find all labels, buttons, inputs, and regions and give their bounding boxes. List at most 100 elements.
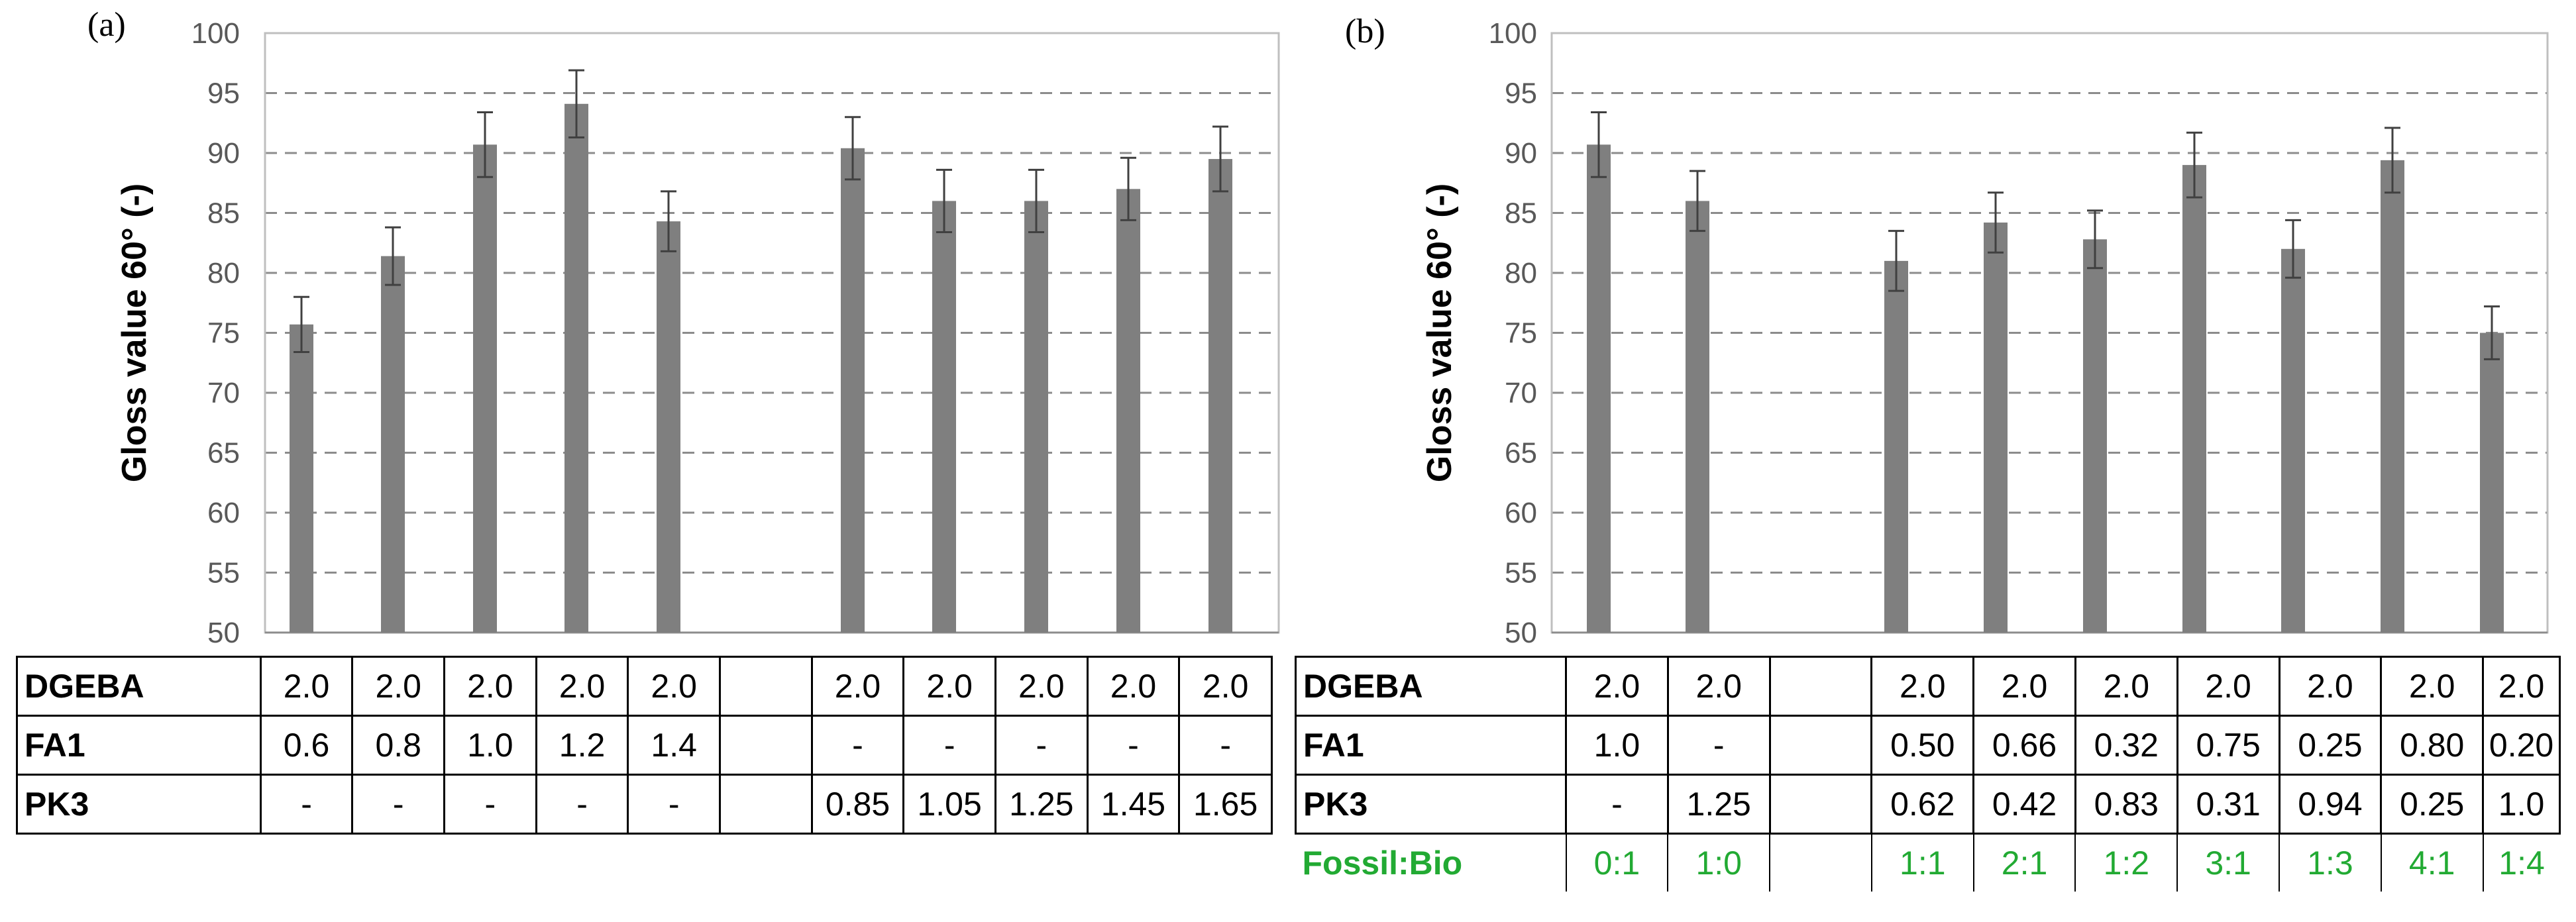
y-tick-label: 70 [1505, 377, 1537, 409]
bar [841, 148, 865, 633]
table-cell: - [1666, 715, 1771, 776]
row-header: DGEBA [1294, 656, 1568, 717]
bar [1686, 201, 1709, 633]
bar [1208, 159, 1232, 633]
y-tick-label: 90 [1505, 137, 1537, 170]
row-header: PK3 [16, 774, 262, 835]
table-cell: - [443, 774, 537, 835]
panel-label-a: (a) [87, 6, 126, 44]
table-cell: 2.0 [2380, 656, 2485, 717]
table-row: PK3- - - - -0.85 1.05 1.25 1.45 1.65 [16, 774, 1273, 835]
bar [381, 256, 405, 633]
composition-table-b: DGEBA 2.0 2.0 2.0 2.0 2.0 2.0 2.0 2.0 2.0 FA1 1.0-0… [1294, 656, 2561, 892]
table-cell: 2.0 [902, 656, 996, 717]
table-cell: 0.66 [1972, 715, 2076, 776]
table-cell: 0.83 [2074, 774, 2178, 835]
y-tick-label: 60 [1505, 497, 1537, 529]
table-cell: 2.0 [443, 656, 537, 717]
table-row: Fossil:Bio 0:1 1:0 1:1 2:1 1:2 3:1 1:3 4:1 1:4 [1296, 833, 2560, 892]
composition-table-a: DGEBA 2.0 2.0 2.0 2.0 2.0 2.0 2.0 2.0 2.0 2.0 FA1 0.… [16, 656, 1273, 835]
table-cell: 1.2 [535, 715, 629, 776]
y-tick-label: 80 [1505, 257, 1537, 289]
table-cell [719, 774, 813, 835]
bar [932, 201, 956, 633]
table-cell [1768, 715, 1873, 776]
table-cell: 1.0 [1565, 715, 1669, 776]
table-cell: 1.0 [2482, 774, 2561, 835]
table-cell: 1:1 [1870, 833, 1974, 892]
table-cell: - [902, 715, 996, 776]
bar [657, 221, 680, 633]
table-row: DGEBA 2.0 2.0 2.0 2.0 2.0 2.0 2.0 2.0 2.0 2.0 [16, 656, 1273, 717]
table-cell: 1:0 [1667, 833, 1770, 892]
table-row: PK3-1.25 0.62 0.42 0.83 0.31 0.94 0.25 1.0 [1294, 774, 2561, 835]
table-cell: 2.0 [2482, 656, 2561, 717]
table-cell [1768, 656, 1873, 717]
y-tick-label: 100 [1489, 17, 1537, 50]
table-cell: - [1178, 715, 1273, 776]
y-tick-label: 95 [1505, 77, 1537, 110]
bar [2281, 248, 2305, 633]
bar [2480, 333, 2504, 633]
table-cell: 1:4 [2482, 833, 2560, 892]
y-axis-label: Gloss value 60° (-) [1421, 183, 1459, 482]
y-tick-label: 75 [207, 317, 240, 350]
chart-a: 50 55 60 65 70 75 80 85 90 95 100 Gloss value 60° (… [115, 17, 1280, 649]
table-cell: 0.50 [1870, 715, 1975, 776]
table-cell: 0.25 [2278, 715, 2383, 776]
table-cell: 0.62 [1870, 774, 1975, 835]
table-cell: 2.0 [259, 656, 354, 717]
table-cell: 2.0 [1870, 656, 1975, 717]
table-cell [719, 715, 813, 776]
y-tick-label: 80 [207, 257, 240, 289]
bar [1884, 260, 1908, 633]
table-cell: 1.25 [994, 774, 1089, 835]
table-cell: - [535, 774, 629, 835]
table-cell: 0.6 [259, 715, 354, 776]
table-cell: 0.94 [2278, 774, 2383, 835]
table-cell: - [351, 774, 446, 835]
table-cell: 2.0 [627, 656, 722, 717]
y-tick-label: 65 [1505, 437, 1537, 470]
table-cell: 0:1 [1565, 833, 1668, 892]
bar [1984, 222, 2008, 633]
table-cell: - [259, 774, 354, 835]
table-cell: 1.65 [1178, 774, 1273, 835]
y-tick-label: 50 [207, 617, 240, 649]
row-header: DGEBA [16, 656, 262, 717]
table-cell: - [627, 774, 722, 835]
bar [473, 144, 497, 633]
table-cell: - [1086, 715, 1181, 776]
table-cell: 2.0 [994, 656, 1089, 717]
table-cell: 4:1 [2380, 833, 2483, 892]
table-cell: 2.0 [1178, 656, 1273, 717]
table-cell: 1:3 [2279, 833, 2381, 892]
table-row: FA1 0.6 0.8 1.0 1.2 1.4- - - - - [16, 715, 1273, 776]
y-tick-label: 55 [207, 557, 240, 589]
row-header: FA1 [1294, 715, 1568, 776]
table-cell: 0.31 [2176, 774, 2281, 835]
table-cell: 0.20 [2482, 715, 2561, 776]
y-tick-label: 85 [207, 197, 240, 230]
table-cell: 0.32 [2074, 715, 2178, 776]
table-cell: 2.0 [1666, 656, 1771, 717]
row-header: Fossil:Bio [1302, 845, 1463, 882]
y-tick-label: 90 [207, 137, 240, 170]
table-cell: 1.05 [902, 774, 996, 835]
table-cell: 2.0 [810, 656, 905, 717]
y-axis-label: Gloss value 60° (-) [115, 183, 154, 482]
bar [2083, 239, 2107, 633]
table-cell: 0.75 [2176, 715, 2281, 776]
table-cell: 2.0 [2176, 656, 2281, 717]
table-cell: 2.0 [1972, 656, 2076, 717]
chart-b: 50 55 60 65 70 75 80 85 90 95 100 Gloss value 60° (… [1421, 17, 2549, 649]
table-cell: 1.45 [1086, 774, 1181, 835]
table-cell: 2.0 [1086, 656, 1181, 717]
row-header: FA1 [16, 715, 262, 776]
row-header: PK3 [1294, 774, 1568, 835]
y-tick-label: 85 [1505, 197, 1537, 230]
table-cell: - [1565, 774, 1669, 835]
table-cell: 1:2 [2074, 833, 2178, 892]
y-tick-label: 65 [207, 437, 240, 470]
table-cell: 2.0 [2278, 656, 2383, 717]
